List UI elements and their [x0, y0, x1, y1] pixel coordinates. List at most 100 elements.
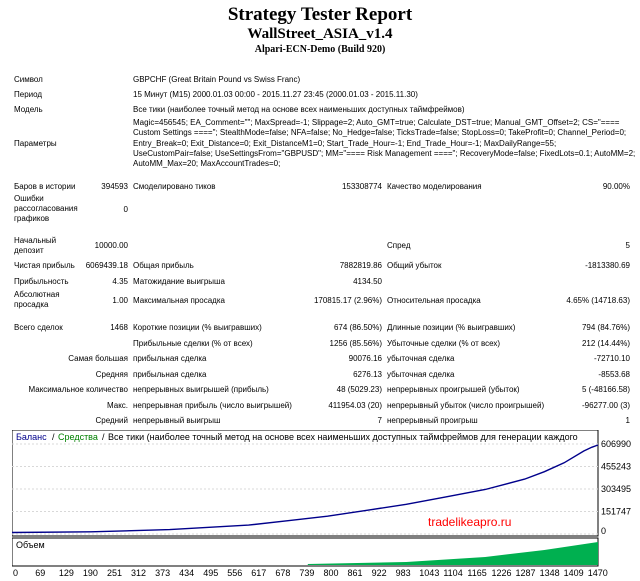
deposit-label: Начальный депозит [14, 236, 57, 255]
avgcons-wins-label: непрерывный выигрыш [133, 416, 221, 425]
model-label: Модель [14, 105, 43, 114]
average-loss-value: -8553.68 [598, 370, 630, 379]
pf-value: 4.35 [112, 277, 128, 286]
average-profit-label: прибыльная сделка [133, 370, 207, 379]
x-tick-label: 373 [155, 568, 170, 578]
maxcons-losses-value: 5 (-48166.58) [581, 385, 630, 394]
y-tick-label: 303495 [601, 484, 631, 494]
x-tick-label: 739 [299, 568, 314, 578]
average-loss-label: убыточная сделка [387, 370, 455, 379]
x-tick-label: 495 [203, 568, 218, 578]
trades-value: 1468 [110, 323, 128, 332]
trades-label: Всего сделок [14, 323, 63, 332]
maxcons-losses-label: непрерывных проигрышей (убыток) [387, 385, 520, 394]
x-tick-label: 1226 [491, 568, 511, 578]
x-tick-label: 1287 [516, 568, 536, 578]
grossprofit-label: Общая прибыль [133, 261, 194, 270]
x-tick-label: 983 [396, 568, 411, 578]
profit-trades-label: Прибыльные сделки (% от всех) [133, 339, 253, 348]
volume-area [307, 542, 598, 565]
loss-trades-value: 212 (14.44%) [581, 339, 630, 348]
maxcons-loss-label: непрерывный убыток (число проигрышей) [387, 401, 545, 410]
max-label: Макс. [106, 401, 128, 410]
model-value: Все тики (наиболее точный метод на основ… [133, 105, 465, 114]
period-label: Период [14, 90, 43, 99]
largest-profit-label: прибыльная сделка [133, 354, 207, 363]
symbol-value: GBPCHF (Great Britain Pound vs Swiss Fra… [133, 75, 301, 84]
netprofit-label: Чистая прибыль [14, 261, 75, 270]
grossloss-label: Общий убыток [387, 261, 442, 270]
netprofit-value: 6069439.18 [85, 261, 128, 270]
grossloss-value: -1813380.69 [585, 261, 630, 270]
x-tick-label: 69 [35, 568, 45, 578]
x-tick-label: 678 [275, 568, 290, 578]
avgcons-losses-value: 1 [625, 416, 630, 425]
x-tick-label: 434 [179, 568, 194, 578]
x-tick-label: 556 [227, 568, 242, 578]
long-label: Длинные позиции (% выигравших) [387, 323, 516, 332]
loss-trades-label: Убыточные сделки (% от всех) [387, 339, 501, 348]
y-tick-label: 0 [601, 526, 606, 536]
ticks-label: Смоделировано тиков [133, 182, 216, 191]
errors-value: 0 [123, 205, 128, 214]
maxcons-wins-value: 48 (5029.23) [336, 385, 382, 394]
watermark: tradelikeapro.ru [428, 515, 511, 529]
long-value: 794 (84.76%) [581, 323, 630, 332]
period-value: 15 Минут (M15) 2000.01.03 00:00 - 2015.1… [133, 90, 418, 99]
reldd-value: 4.65% (14718.63) [566, 296, 630, 305]
x-tick-label: 861 [348, 568, 363, 578]
maxdd-value: 170815.17 (2.96%) [313, 296, 382, 305]
avg-label: Средний [95, 416, 128, 425]
chart-svg: Баланс / Средства / Все тики (наиболее т… [11, 429, 631, 578]
deposit-value: 10000.00 [94, 241, 128, 250]
avgcons-wins-value: 7 [377, 416, 382, 425]
largest-label: Самая большая [68, 354, 128, 363]
x-tick-label: 190 [83, 568, 98, 578]
balance-chart: Баланс / Средства / Все тики (наиболее т… [11, 429, 640, 579]
x-tick-label: 1409 [564, 568, 584, 578]
legend-balance: Баланс [16, 432, 47, 442]
volume-label: Объем [16, 540, 45, 550]
largest-loss-value: -72710.10 [593, 354, 630, 363]
maxcons-wins-label: непрерывных выигрышей (прибыль) [133, 385, 269, 394]
profit-trades-value: 1256 (85.56%) [329, 339, 382, 348]
x-tick-label: 1043 [419, 568, 439, 578]
short-value: 674 (86.50%) [333, 323, 382, 332]
x-tick-label: 922 [372, 568, 387, 578]
grossprofit-value: 7882819.86 [339, 261, 382, 270]
expected-value: 4134.50 [353, 277, 382, 286]
report-title: Strategy Tester Report [227, 4, 413, 25]
ticks-value: 153308774 [341, 182, 382, 191]
y-tick-label: 606990 [601, 439, 631, 449]
reldd-label: Относительная просадка [387, 296, 481, 305]
maxcons-loss-value: -96277.00 (3) [581, 401, 630, 410]
x-tick-label: 617 [251, 568, 266, 578]
average-profit-value: 6276.13 [353, 370, 382, 379]
absdd-value: 1.00 [112, 296, 128, 305]
x-tick-label: 0 [13, 568, 18, 578]
x-tick-label: 1470 [588, 568, 608, 578]
errors-label: Ошибки рассогласования графиков [14, 194, 78, 223]
x-tick-label: 129 [59, 568, 74, 578]
params-label: Параметры [14, 139, 57, 148]
server-build: Alpari-ECN-Demo (Build 920) [254, 44, 386, 55]
maxcount-label: Максимальное количество [28, 385, 128, 394]
legend-model: Все тики (наиболее точный метод на основ… [108, 432, 578, 442]
pf-label: Прибыльность [14, 277, 69, 286]
maxcons-profit-value: 411954.03 (20) [328, 401, 382, 410]
spread-value: 5 [625, 241, 630, 250]
x-tick-label: 312 [131, 568, 146, 578]
short-label: Короткие позиции (% выигравших) [133, 323, 262, 332]
maxcons-profit-label: непрерывная прибыль (число выигрышей) [133, 401, 292, 410]
legend-sep2: / [102, 432, 105, 442]
bars-value: 394593 [101, 182, 128, 191]
expected-label: Матожидание выигрыша [133, 277, 225, 286]
y-tick-label: 151747 [601, 507, 631, 517]
params-value: Magic=456545; EA_Comment=""; MaxSpread=-… [133, 118, 638, 169]
average-label: Средняя [95, 370, 128, 379]
symbol-label: Символ [14, 75, 43, 84]
quality-value: 90.00% [602, 182, 630, 191]
balance-line [11, 444, 599, 534]
spread-label: Спред [387, 241, 411, 250]
x-tick-label: 1165 [467, 568, 486, 578]
